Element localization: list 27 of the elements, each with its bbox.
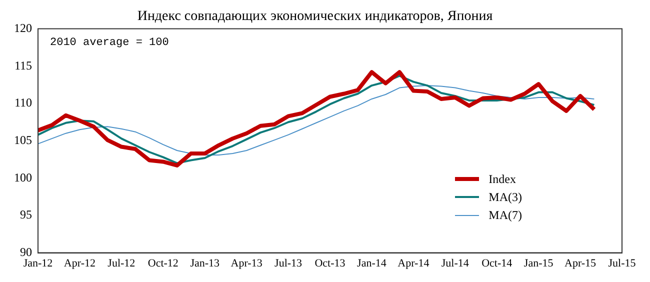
y-tick-label: 110 bbox=[14, 96, 32, 110]
y-tick-label: 105 bbox=[14, 132, 32, 147]
x-tick-label: Jan-14 bbox=[357, 257, 387, 270]
x-tick-label: Oct-14 bbox=[482, 257, 513, 270]
x-tick-label: Jul-12 bbox=[108, 257, 136, 270]
annotation: 2010 average = 100 bbox=[50, 37, 169, 50]
y-tick-label: 100 bbox=[14, 170, 32, 184]
y-tick-label: 120 bbox=[14, 20, 32, 35]
x-tick-label: Oct-13 bbox=[314, 257, 346, 270]
legend-label: Index bbox=[488, 172, 516, 186]
x-tick-label: Apr-15 bbox=[564, 257, 597, 270]
legend-label: MA(3) bbox=[488, 190, 522, 204]
x-tick-label: Apr-14 bbox=[398, 257, 430, 270]
x-tick-label: Jul-14 bbox=[441, 257, 470, 270]
y-tick-label: 90 bbox=[20, 244, 32, 259]
x-tick-label: Jul-13 bbox=[274, 257, 303, 270]
x-tick-label: Jan-12 bbox=[23, 257, 53, 270]
x-tick-label: Oct-12 bbox=[148, 257, 178, 270]
x-tick-label: Jul-15 bbox=[608, 257, 636, 270]
y-tick-label: 115 bbox=[14, 58, 32, 72]
x-tick-label: Jan-13 bbox=[190, 257, 220, 270]
x-tick-label: Jan-15 bbox=[524, 257, 554, 270]
x-tick-label: Apr-13 bbox=[230, 257, 263, 270]
x-tick-label: Apr-12 bbox=[64, 257, 96, 270]
legend-label: MA(7) bbox=[488, 208, 522, 222]
chart-title: Индекс совпадающих экономических индикаторов, Япония bbox=[137, 9, 494, 24]
y-tick-label: 95 bbox=[20, 208, 32, 222]
